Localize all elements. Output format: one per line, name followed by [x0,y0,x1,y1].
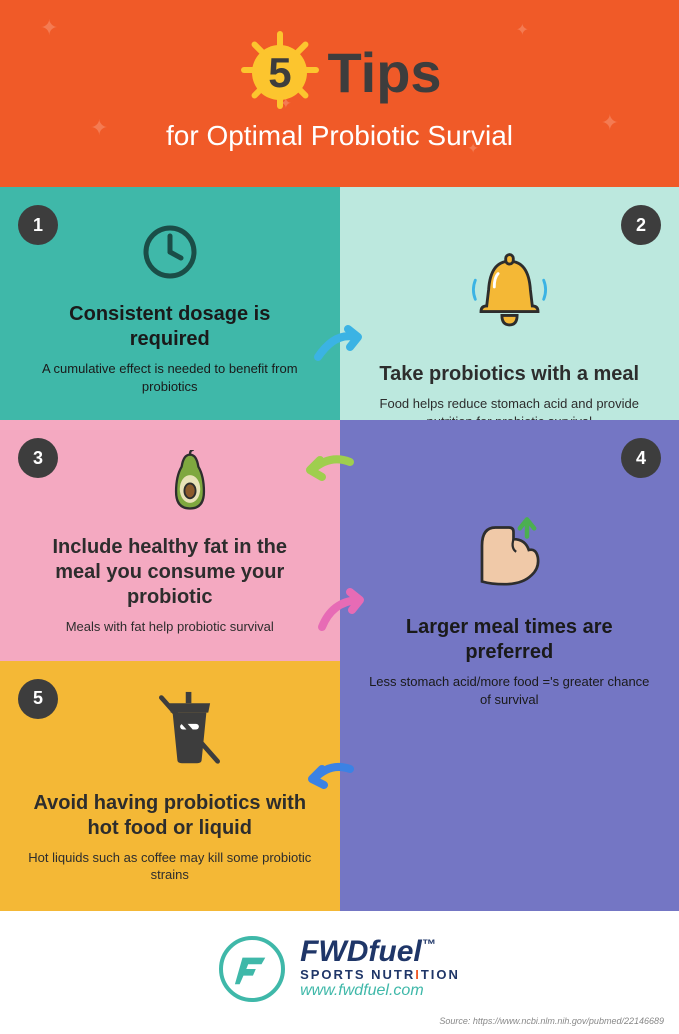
footer: FWDfuel™ SPORTS NUTRITION www.fwdfuel.co… [0,911,679,1012]
tip-body: Hot liquids such as coffee may kill some… [28,849,312,884]
tip-body: Meals with fat help probiotic survival [28,618,312,636]
arrow-icon [310,317,370,377]
header-subtitle: for Optimal Probiotic Survial [20,120,659,152]
avocado-icon [68,450,312,520]
star-icon: ✦ [516,20,529,40]
tip-number: 4 [621,438,661,478]
bell-icon [368,247,652,347]
star-icon: ✦ [467,140,479,157]
brand-url: www.fwdfuel.com [300,982,460,1000]
tip-number: 2 [621,205,661,245]
arrow-icon [300,747,360,807]
arrow-icon [300,442,360,502]
brand-name: FWDfuel™ [300,937,460,967]
tip-number: 1 [18,205,58,245]
tip-heading: Include healthy fat in the meal you cons… [28,535,312,610]
tip-heading: Larger meal times are preferred [368,615,652,665]
header-title: Tips [327,40,441,105]
sun-icon: 5 [237,30,322,115]
tips-grid: 1 Consistent dosage is required A cumula… [0,187,679,911]
arrow-icon [312,582,372,642]
muscle-icon [368,505,652,600]
title-row: 5 Tips [20,30,659,115]
tip-heading: Consistent dosage is required [28,302,312,352]
logo: FWDfuel™ SPORTS NUTRITION www.fwdfuel.co… [219,936,460,1002]
logo-icon [219,936,285,1002]
tip-number: 5 [18,679,58,719]
star-icon: ✦ [601,110,619,136]
tip-number: 3 [18,438,58,478]
brand-tag: SPORTS NUTRITION [300,967,460,982]
tip-card-3: 3 Include healthy fat in the meal you co… [0,420,340,661]
infographic: ✦ ✦ ✦ ✦ ✦ ✦ 5 Tips for Optimal Probiotic… [0,0,679,1034]
header: ✦ ✦ ✦ ✦ ✦ ✦ 5 Tips for Optimal Probiotic… [0,0,679,187]
tip-card-1: 1 Consistent dosage is required A cumula… [0,187,340,420]
tip-card-5: 5 Avoid having probiotics with hot food … [0,661,340,911]
no-cup-icon [68,686,312,776]
star-icon: ✦ [40,15,58,41]
tip-heading: Avoid having probiotics with hot food or… [28,791,312,841]
tip-body: Less stomach acid/more food ='s greater … [368,673,652,708]
clock-icon [28,222,312,287]
star-icon: ✦ [90,115,108,141]
tip-card-4: 4 Larger meal times are preferred Less s… [340,420,679,911]
tip-body: A cumulative effect is needed to benefit… [28,360,312,395]
tip-heading: Take probiotics with a meal [368,362,652,387]
